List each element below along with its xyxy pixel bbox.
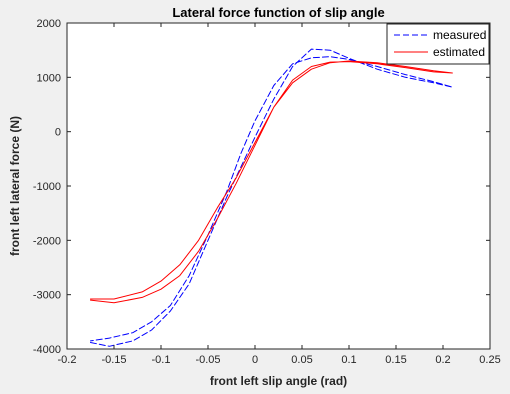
x-tick-label: 0.2 xyxy=(435,354,450,366)
x-tick-label: -0.2 xyxy=(58,354,77,366)
x-tick-label: 0.05 xyxy=(291,354,312,366)
x-tick-label: -0.05 xyxy=(195,354,220,366)
y-tick-label: 1000 xyxy=(37,72,61,84)
series-line-estimated xyxy=(90,60,453,304)
legend-label-measured: measured xyxy=(433,28,486,42)
x-axis-label: front left slip angle (rad) xyxy=(210,374,347,388)
x-tick-label: 0.1 xyxy=(341,354,356,366)
y-axis-label: front left lateral force (N) xyxy=(8,116,22,256)
chart-title: Lateral force function of slip angle xyxy=(172,5,384,20)
x-tick-label: 0 xyxy=(252,354,258,366)
y-tick-label: 0 xyxy=(55,127,61,139)
x-tick-label: 0.25 xyxy=(479,354,500,366)
series-layer xyxy=(90,48,453,347)
x-tick-label: 0.15 xyxy=(385,354,406,366)
x-tick-label: -0.1 xyxy=(152,354,171,366)
y-tick-label: -4000 xyxy=(33,344,61,356)
y-tick-label: -2000 xyxy=(33,235,61,247)
tick-layer: -0.2 -0.15 -0.1 -0.05 0 0.05 0.1 0.15 0.2 0.25 -40… xyxy=(33,18,501,366)
y-tick-label: -3000 xyxy=(33,290,61,302)
y-tick-label: -1000 xyxy=(33,181,61,193)
x-tick-label: -0.15 xyxy=(101,354,126,366)
legend-label-estimated: estimated xyxy=(433,45,485,59)
y-tick-label: 2000 xyxy=(37,18,61,30)
legend: measured estimated xyxy=(386,23,490,65)
plot-area xyxy=(67,23,490,349)
legend-box xyxy=(386,23,490,65)
